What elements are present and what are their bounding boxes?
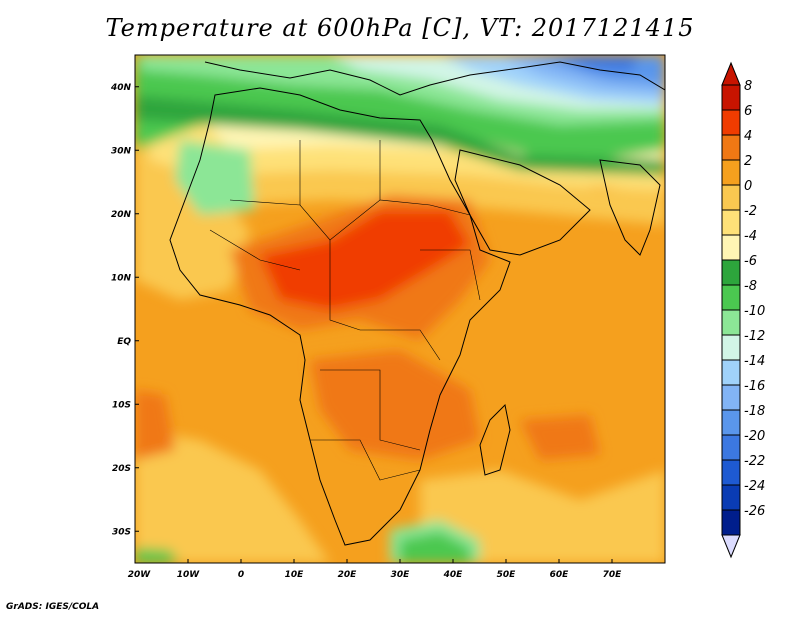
region-m6 xyxy=(135,95,665,175)
region-atlantic-4 xyxy=(135,390,175,460)
lon-tick-label: 30E xyxy=(391,570,411,580)
colorbar-swatch xyxy=(721,334,741,361)
colorbar-label: 8 xyxy=(744,79,752,94)
border-line-1 xyxy=(229,199,471,241)
borders xyxy=(209,140,481,481)
colorbar-label: 2 xyxy=(744,154,752,169)
lat-tick-label: 40N xyxy=(110,83,132,93)
lon-tick-label: 70E xyxy=(603,570,623,580)
lon-tick-label: 10E xyxy=(285,570,305,580)
lat-axis: 40N 30N 20N 10N EQ 10S 20S 30S xyxy=(110,83,139,537)
colorbar-label: 0 xyxy=(744,179,752,194)
colorbar-label: -16 xyxy=(744,379,765,394)
lat-tick-label: 20N xyxy=(111,210,132,220)
colorbar-swatch xyxy=(721,359,741,386)
colorbar-top-arrow xyxy=(721,61,741,86)
africa-coastline xyxy=(169,87,511,546)
lon-axis: 20W 10W 0 10E 20E 30E 40E 50E 60E 70E xyxy=(128,559,622,580)
lat-tick-label: 10S xyxy=(112,400,131,410)
lat-tick-label: EQ xyxy=(117,337,131,347)
colorbar-swatch xyxy=(721,159,741,186)
colorbar-swatch xyxy=(721,284,741,311)
region-south-4 xyxy=(310,350,480,460)
colorbar-label: -18 xyxy=(744,404,765,419)
lon-tick-label: 20E xyxy=(338,570,358,580)
border-line-4 xyxy=(329,240,361,331)
colorbar-label: -26 xyxy=(744,504,765,519)
region-sw-cold xyxy=(135,548,180,563)
region-sahel-6 xyxy=(260,210,470,310)
colorbar-swatch xyxy=(721,109,741,136)
europe-coastline xyxy=(204,61,665,96)
colorbar-swatch xyxy=(721,184,741,211)
colorbar: 8 6 4 2 0 -2 -4 -6 -8 -10 -12 -14 -16 -18 -20 -22 -24 -26 xyxy=(721,61,765,559)
colorbar-label: -20 xyxy=(744,429,765,444)
lat-tick-label: 30N xyxy=(111,146,132,156)
lon-tick-label: 60E xyxy=(550,570,570,580)
border-line-7 xyxy=(310,439,421,481)
colorbar-swatch xyxy=(721,484,741,511)
lon-tick-label: 50E xyxy=(497,570,517,580)
lon-tick-label: 0 xyxy=(238,570,244,580)
region-indian-4 xyxy=(520,415,600,460)
colorbar-swatch xyxy=(721,259,741,286)
lat-tick-label: 30S xyxy=(112,527,131,537)
border-line-5 xyxy=(360,329,441,361)
colorbar-swatch xyxy=(721,209,741,236)
colorbar-label: 4 xyxy=(744,129,752,144)
colorbar-swatch xyxy=(721,459,741,486)
colorbar-label: -10 xyxy=(744,304,765,319)
colorbar-bottom-arrow xyxy=(721,534,741,559)
lon-tick-label: 10W xyxy=(177,570,201,580)
colorbar-label: -22 xyxy=(744,454,765,469)
colorbar-label: -2 xyxy=(744,204,757,219)
arabia-coastline xyxy=(454,149,591,256)
colorbar-swatch xyxy=(721,409,741,436)
region-m20 xyxy=(555,55,640,72)
region-southeast-0 xyxy=(420,470,665,563)
border-line-8 xyxy=(209,229,301,271)
colorbar-swatch xyxy=(721,134,741,161)
colorbar-label: -4 xyxy=(744,229,757,244)
region-wa-cold2 xyxy=(175,140,255,215)
region-south-0 xyxy=(135,430,330,563)
colorbar-swatch xyxy=(721,434,741,461)
madagascar-coastline xyxy=(479,403,511,476)
border-line-9 xyxy=(420,249,481,301)
colorbar-label: -14 xyxy=(744,354,765,369)
colorbar-label: -8 xyxy=(744,279,757,294)
colorbar-swatch xyxy=(721,384,741,411)
temperature-field xyxy=(135,55,665,563)
border-line-6 xyxy=(320,369,421,451)
lat-tick-label: 20S xyxy=(112,464,131,474)
colorbar-label: -24 xyxy=(744,479,765,494)
lon-tick-label: 40E xyxy=(443,570,464,580)
colorbar-swatch xyxy=(721,84,741,111)
colorbar-swatch xyxy=(721,234,741,261)
colorbar-label: -6 xyxy=(744,254,757,269)
colorbar-swatch xyxy=(721,509,741,536)
colorbar-swatch xyxy=(721,309,741,336)
chart-title: Temperature at 600hPa [C], VT: 201712141… xyxy=(105,14,695,42)
region-south-cold2 xyxy=(400,532,470,563)
footer-credit: GrADS: IGES/COLA xyxy=(6,602,100,612)
lon-tick-label: 20W xyxy=(128,570,152,580)
lat-tick-label: 10N xyxy=(111,273,132,283)
colorbar-label: -12 xyxy=(744,329,765,344)
coastlines xyxy=(169,61,665,546)
colorbar-label: 6 xyxy=(744,104,752,119)
india-coastline xyxy=(599,159,661,256)
